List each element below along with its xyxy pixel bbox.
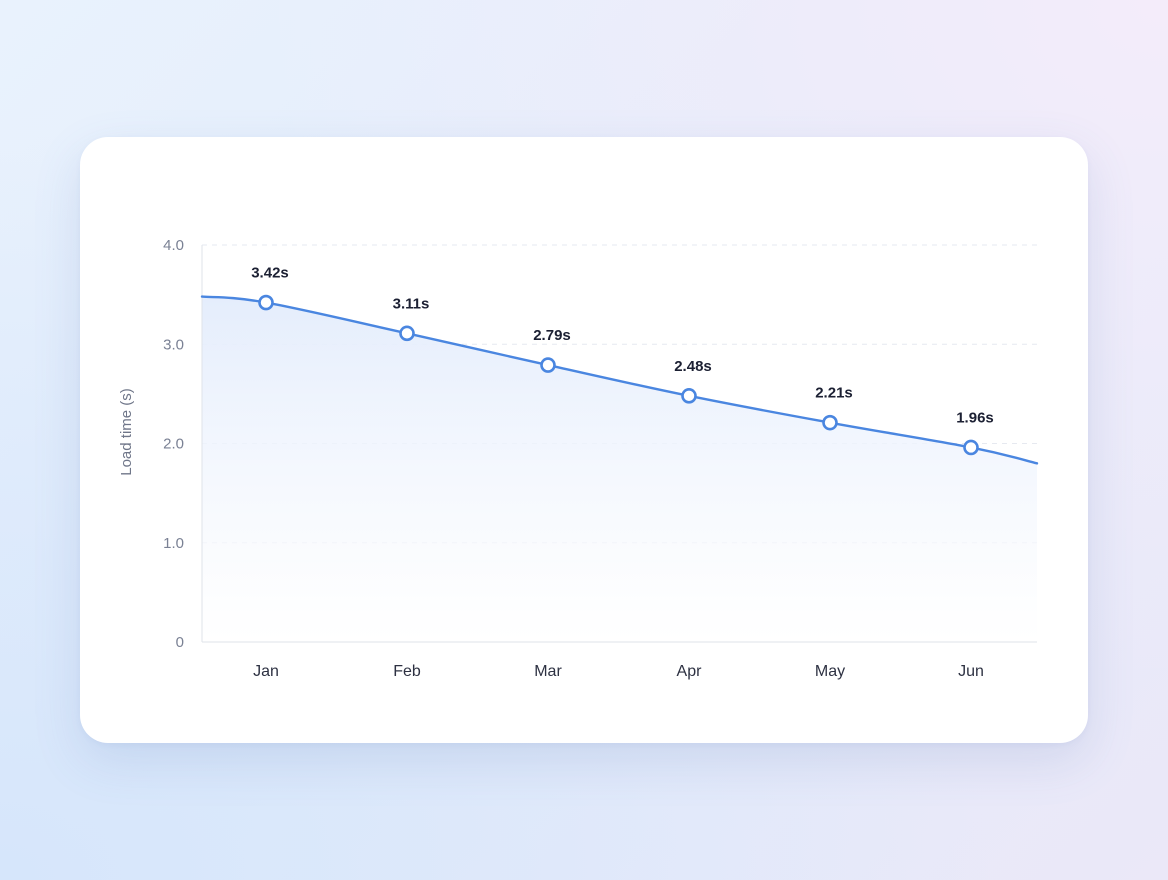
area-layer <box>202 296 1037 642</box>
y-axis-title: Load time (s) <box>118 388 135 476</box>
data-point-marker <box>540 357 556 373</box>
area-fill <box>202 296 1037 642</box>
data-label: 2.79s <box>533 327 571 344</box>
series-line <box>200 295 1039 465</box>
data-point-marker <box>681 388 697 404</box>
y-tick-label: 0 <box>176 634 184 651</box>
data-label: 3.11s <box>393 295 430 312</box>
y-tick-label: 4.0 <box>163 237 184 254</box>
chart-card: 0 1.0 2.0 3.0 4.0 3.42s 3.11s 2.79s 2.48s 2.21s 1.… <box>80 137 1088 743</box>
x-tick-label: Mar <box>534 663 562 680</box>
y-tick-label: 3.0 <box>163 336 184 353</box>
x-tick-label: Feb <box>393 663 421 680</box>
y-tick-label: 1.0 <box>163 535 184 552</box>
x-tick-label: Apr <box>677 663 703 680</box>
data-point-marker <box>822 414 838 431</box>
data-label: 3.42s <box>251 265 289 282</box>
data-label: 2.21s <box>815 385 853 402</box>
x-tick-label: Jan <box>253 663 279 680</box>
data-label: 2.48s <box>674 358 712 375</box>
y-tick-label: 2.0 <box>163 436 184 453</box>
data-label: 1.96s <box>956 409 994 426</box>
x-tick-label: May <box>815 663 845 680</box>
x-tick-label: Jun <box>958 663 984 680</box>
data-point-marker <box>399 325 415 342</box>
label-layer: 0 1.0 2.0 3.0 4.0 3.42s 3.11s 2.79s 2.48s 2.21s 1.… <box>163 237 994 680</box>
data-point-marker <box>963 439 979 456</box>
line-chart: 0 1.0 2.0 3.0 4.0 3.42s 3.11s 2.79s 2.48s 2.21s 1.… <box>118 237 1039 680</box>
marker-layer <box>258 294 979 456</box>
data-point-marker <box>258 294 274 311</box>
line-layer <box>200 295 1039 465</box>
axis-layer <box>201 245 1037 643</box>
